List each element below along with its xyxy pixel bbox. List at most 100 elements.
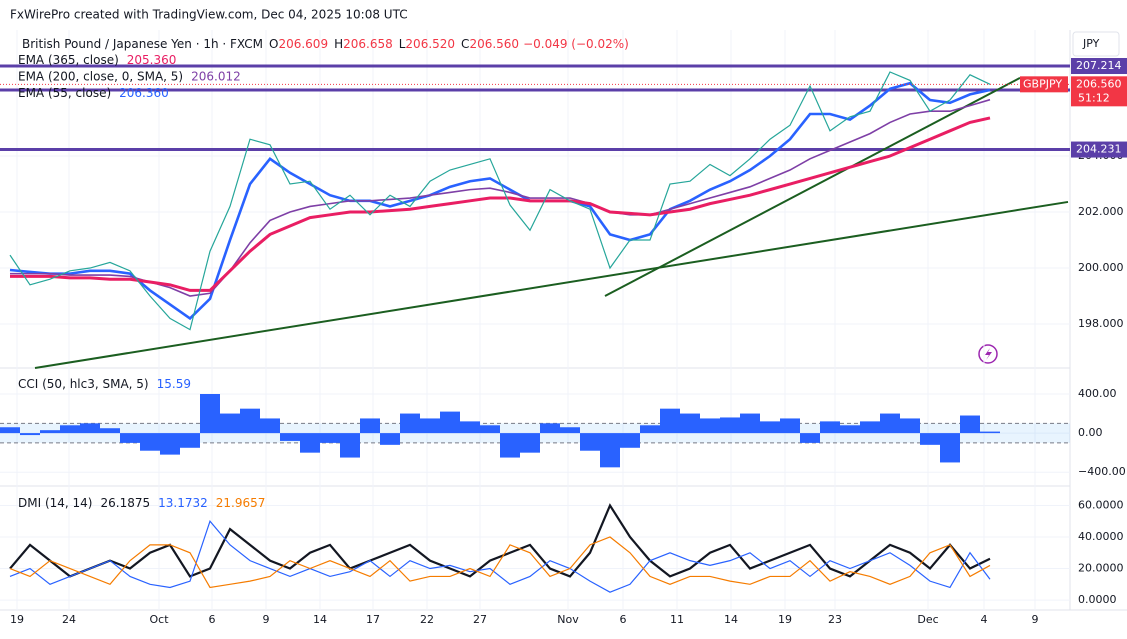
cci-bar <box>20 433 40 436</box>
ema-line <box>10 116 991 292</box>
ohlc-key: L <box>399 37 406 51</box>
ema-line <box>10 98 991 297</box>
y-tick-label: 198.000 <box>1078 317 1124 330</box>
x-tick-label: Dec <box>917 613 938 626</box>
ohlc-value: 206.658 <box>343 37 393 51</box>
ema-value: 206.012 <box>191 69 241 83</box>
trendline <box>604 77 1021 297</box>
x-tick-label: 14 <box>313 613 327 626</box>
x-tick-label: 24 <box>62 613 76 626</box>
cci-bar <box>360 418 380 434</box>
x-tick-label: 4 <box>981 613 988 626</box>
ohlc-value: 206.520 <box>405 37 455 51</box>
cci-bar <box>960 415 980 434</box>
currency: JPY <box>1082 37 1100 50</box>
price-tag-label: 207.214 <box>1076 59 1122 72</box>
cci-bar <box>900 418 920 434</box>
cci-bar <box>320 433 340 443</box>
cci-bar <box>480 425 500 434</box>
ema-name: EMA (55, close) <box>18 86 111 100</box>
cci-bar <box>120 433 140 443</box>
cci-bar <box>200 394 220 434</box>
cci-bar <box>0 427 20 434</box>
ema-line <box>9 81 991 321</box>
cci-bar <box>260 418 280 434</box>
change: −0.049 (−0.02%) <box>523 37 629 51</box>
cci-value: 15.59 <box>157 377 191 391</box>
y-tick-label: 20.0000 <box>1078 562 1124 575</box>
cci-bar <box>780 418 800 434</box>
ohlc-value: 206.560 <box>469 37 519 51</box>
ema-legend: EMA (200, close, 0, SMA, 5) 206.012 <box>18 69 241 83</box>
cci-bar <box>600 433 620 468</box>
ohlc-value: 206.609 <box>278 37 328 51</box>
y-tick-label: −400.00 <box>1078 465 1126 478</box>
dmi-name: DMI (14, 14) <box>18 496 92 510</box>
cci-bar <box>80 423 100 434</box>
cci-bar <box>420 418 440 434</box>
alert-bolt <box>985 348 992 360</box>
ema-legend: EMA (365, close) 205.360 <box>18 53 176 67</box>
cci-bar <box>340 433 360 458</box>
symbol-legend: British Pound / Japanese Yen · 1h · FXCM… <box>22 37 629 51</box>
cci-bar <box>580 433 600 451</box>
ohlc-key: H <box>334 37 343 51</box>
x-tick-label: 14 <box>724 613 738 626</box>
y-tick-label: 400.00 <box>1078 387 1117 400</box>
cci-bar <box>880 413 900 434</box>
cci-bar <box>140 433 160 451</box>
cci-bar <box>280 433 300 441</box>
ema-value: 205.360 <box>127 53 177 67</box>
x-tick-label: 11 <box>670 613 684 626</box>
x-tick-label: 6 <box>209 613 216 626</box>
cci-bar <box>860 421 880 434</box>
currency-button[interactable] <box>1072 31 1120 57</box>
x-tick-label: 9 <box>263 613 270 626</box>
ticker-tag-label: GBPJPY <box>1023 77 1062 90</box>
symbol: British Pound / Japanese Yen · 1h · FXCM <box>22 37 263 51</box>
y-tick-label: 202.000 <box>1078 205 1124 218</box>
cci-bar <box>940 433 960 463</box>
y-tick-label: 0.0000 <box>1078 593 1117 606</box>
y-tick-label: 0.00 <box>1078 426 1103 439</box>
cci-bar <box>660 408 680 434</box>
cci-bar <box>40 430 60 434</box>
x-tick-label: 6 <box>620 613 627 626</box>
cci-bar <box>440 411 460 434</box>
x-tick-label: 22 <box>420 613 434 626</box>
cci-bar <box>980 431 1000 434</box>
cci-bar <box>180 433 200 448</box>
x-tick-label: 17 <box>366 613 380 626</box>
y-tick-label: 40.0000 <box>1078 530 1124 543</box>
cci-bar <box>100 428 120 434</box>
dmi-line <box>9 520 991 593</box>
cci-bar <box>560 427 580 434</box>
ohlc-key: C <box>461 37 469 51</box>
price-tag <box>1071 58 1127 75</box>
ema-legend: EMA (55, close) 206.360 <box>18 86 169 100</box>
price-tag-label: 206.560 <box>1076 77 1122 90</box>
alert-icon[interactable] <box>978 344 998 364</box>
dmi-legend: DMI (14, 14) 26.1875 13.1732 21.9657 <box>18 496 265 510</box>
cci-legend: CCI (50, hlc3, SMA, 5) 15.59 <box>18 377 191 391</box>
watermark: FxWirePro created with TradingView.com, … <box>10 8 408 22</box>
cci-bar <box>800 433 820 443</box>
cci-bar <box>920 433 940 445</box>
cci-name: CCI (50, hlc3, SMA, 5) <box>18 377 149 391</box>
dmi-line <box>9 536 991 589</box>
price-line <box>9 71 991 331</box>
cci-bar <box>740 413 760 434</box>
x-tick-label: 23 <box>828 613 842 626</box>
ema-name: EMA (200, close, 0, SMA, 5) <box>18 69 183 83</box>
x-tick-label: Nov <box>557 613 579 626</box>
x-tick-label: 9 <box>1032 613 1039 626</box>
cci-bar <box>300 433 320 453</box>
dmi-line <box>9 503 991 578</box>
cci-bar <box>760 421 780 434</box>
trendline <box>34 200 1069 369</box>
cci-bar <box>720 417 740 434</box>
ohlc-key: O <box>269 37 278 51</box>
cci-bar <box>840 425 860 434</box>
x-tick-label: 27 <box>473 613 487 626</box>
